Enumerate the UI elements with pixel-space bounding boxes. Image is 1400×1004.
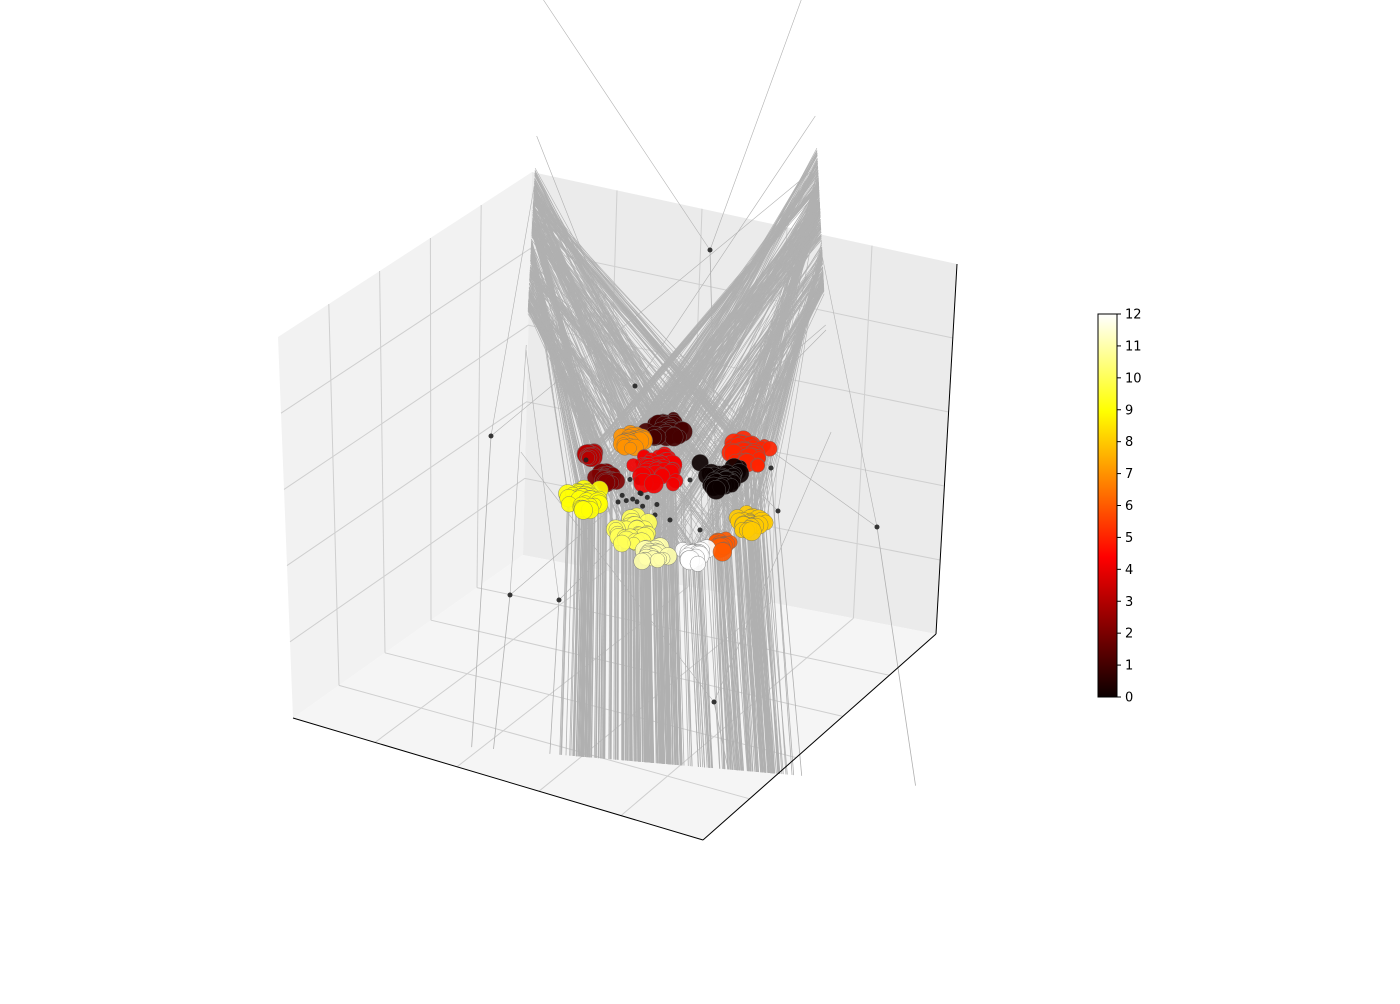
data-point	[634, 553, 651, 570]
data-point	[620, 493, 625, 498]
data-point	[616, 500, 621, 505]
data-point	[633, 384, 638, 389]
data-point	[690, 556, 706, 572]
data-point	[645, 495, 650, 500]
colorbar-tick-label: 12	[1125, 308, 1142, 323]
data-point	[635, 499, 640, 504]
data-point	[557, 598, 562, 603]
data-point	[582, 451, 595, 464]
colorbar-tick-label: 4	[1125, 563, 1133, 578]
data-point	[875, 525, 880, 530]
data-point	[664, 428, 683, 447]
colorbar-tick-label: 9	[1125, 403, 1133, 418]
colorbar-tick-label: 10	[1125, 371, 1142, 386]
colorbar-tick-label: 7	[1125, 467, 1133, 482]
data-point	[751, 459, 764, 472]
data-point	[624, 442, 636, 454]
colorbar-tick-label: 11	[1125, 339, 1142, 354]
data-point	[624, 498, 629, 503]
data-point	[584, 458, 589, 463]
data-point	[508, 593, 513, 598]
data-point	[613, 535, 630, 552]
data-point	[688, 478, 693, 483]
data-point	[644, 474, 663, 493]
colorbar-tick-label: 3	[1125, 595, 1133, 610]
colorbar-tick-label: 0	[1125, 691, 1133, 706]
drop-line	[616, 476, 617, 759]
data-point	[628, 477, 633, 482]
data-point	[769, 466, 774, 471]
grid-line	[430, 238, 431, 620]
colorbar-tick-label: 5	[1125, 531, 1133, 546]
data-point	[574, 501, 593, 520]
data-point	[698, 528, 703, 533]
colorbar-gradient	[1098, 314, 1117, 697]
data-point	[640, 504, 645, 509]
data-point	[668, 518, 673, 523]
data-point	[666, 478, 680, 492]
colorbar-tick-label: 6	[1125, 499, 1133, 514]
data-point	[776, 509, 781, 514]
data-point	[712, 700, 717, 705]
data-point	[742, 522, 761, 541]
data-point	[707, 480, 726, 499]
colorbar-tick-label: 2	[1125, 627, 1133, 642]
data-point	[630, 497, 635, 502]
data-point	[654, 502, 659, 507]
colorbar-tick-label: 1	[1125, 659, 1133, 674]
data-point	[650, 553, 665, 568]
data-point	[713, 543, 732, 562]
data-point	[708, 248, 713, 253]
data-point	[489, 434, 494, 439]
colorbar-tick-label: 8	[1125, 435, 1133, 450]
data-point	[639, 491, 644, 496]
